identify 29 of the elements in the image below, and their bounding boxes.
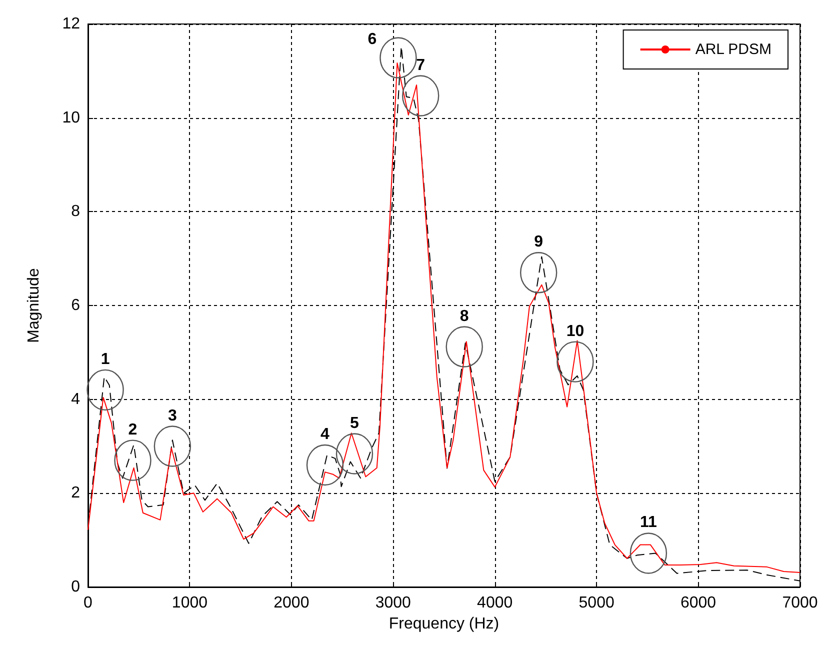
x-tick-label: 7000 <box>782 594 818 612</box>
y-tick-label: 4 <box>71 390 80 408</box>
y-tick-label: 6 <box>71 297 80 314</box>
legend-label: ARL PDSM <box>695 41 772 58</box>
annotation: 5 <box>350 414 360 432</box>
annotation: 8 <box>460 308 469 325</box>
annotation: 7 <box>416 56 426 74</box>
x-tick-label: 1000 <box>172 594 208 612</box>
annotation: 4 <box>320 426 330 444</box>
y-axis-title: Magnitude <box>26 268 42 343</box>
x-tick-label: 0 <box>84 594 93 612</box>
y-tick-label: 2 <box>71 484 80 502</box>
annotation: 2 <box>128 421 138 438</box>
annotation: 11 <box>640 514 657 532</box>
x-tick-label: 6000 <box>680 594 716 612</box>
annotation: 10 <box>566 322 584 340</box>
x-axis-title: Frequency (Hz) <box>388 615 500 632</box>
y-tick-label: 10 <box>62 109 80 126</box>
x-tick-label: 4000 <box>477 594 513 612</box>
x-tick-label: 5000 <box>578 594 614 612</box>
y-tick-label: 12 <box>62 16 80 32</box>
annotation: 9 <box>534 234 544 251</box>
y-tick-label: 8 <box>71 203 80 220</box>
y-tick-label: 0 <box>71 578 80 596</box>
x-tick-label: 2000 <box>274 594 310 612</box>
annotation: 6 <box>368 30 377 48</box>
annotation: 3 <box>168 407 177 424</box>
x-tick-label: 3000 <box>375 594 412 612</box>
annotation: 1 <box>100 350 110 368</box>
